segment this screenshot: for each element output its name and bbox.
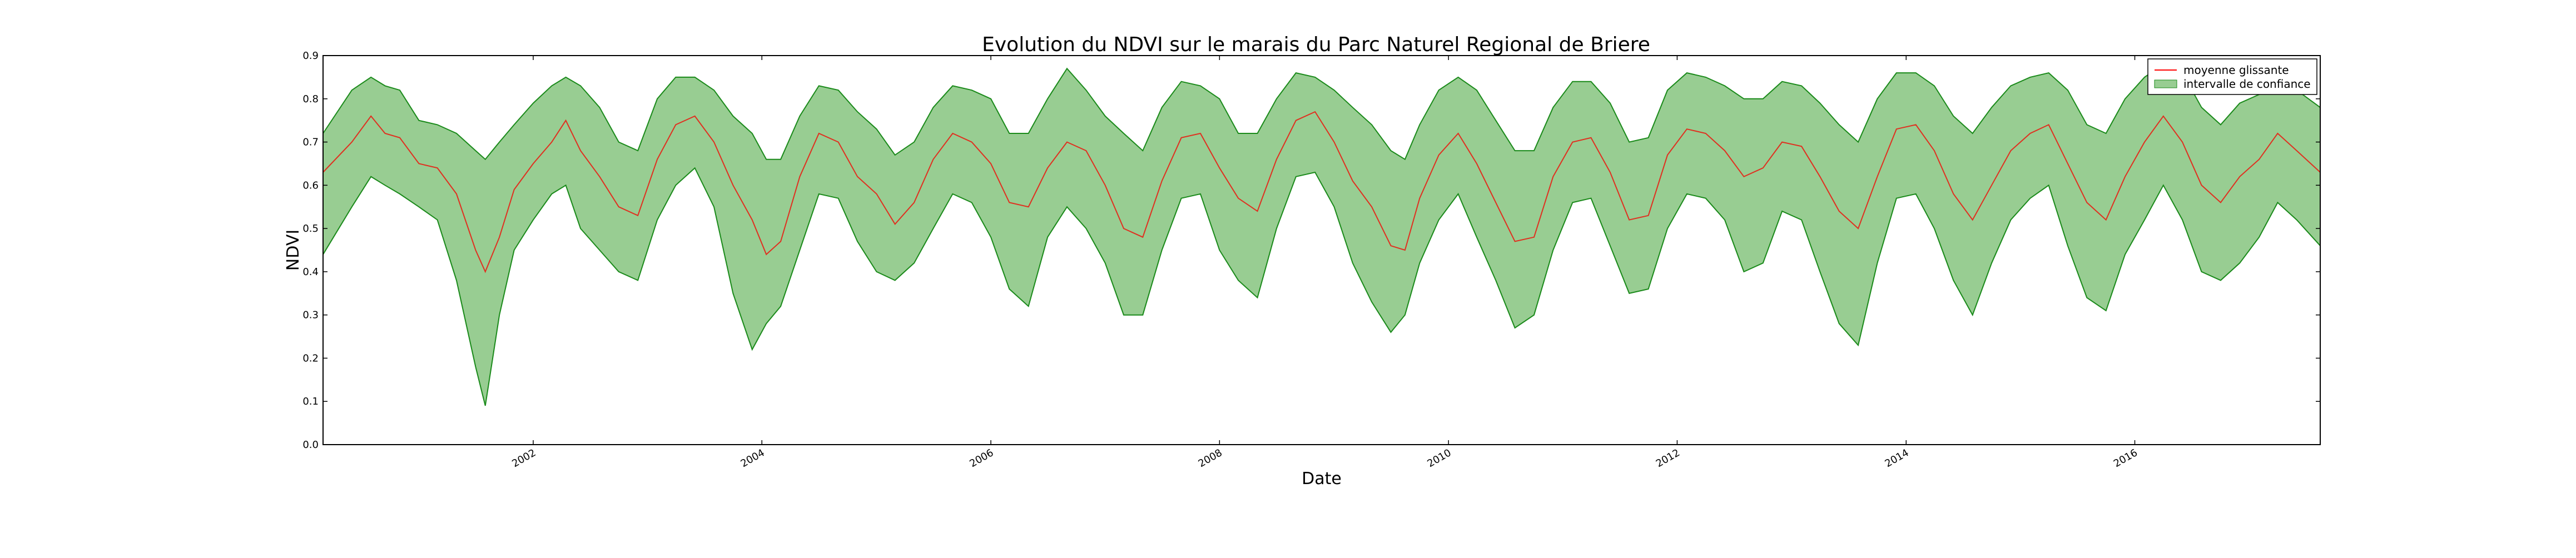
y-tick-label: 0.4	[302, 266, 319, 278]
x-tick-label: 2002	[510, 447, 538, 470]
x-tick-label: 2014	[1883, 447, 1911, 470]
x-tick-label: 2004	[739, 447, 767, 470]
confidence-band-area	[323, 64, 2320, 406]
y-tick-label: 0.0	[302, 439, 319, 451]
y-axis-label: NDVI	[284, 230, 303, 271]
legend: moyenne glissante intervalle de confianc…	[2147, 58, 2317, 95]
plot-frame	[322, 55, 2321, 445]
confidence-band-lower-edge	[322, 167, 2321, 406]
legend-label-band: intervalle de confiance	[2183, 77, 2311, 91]
confidence-band-upper-edge	[322, 63, 2321, 161]
legend-swatch-band	[2154, 79, 2177, 88]
y-tick-label: 0.2	[302, 352, 319, 364]
y-axis: 0.0 0.1 0.2 0.3 0.4 0.5 0.6 0.7 0.8 0.9	[302, 50, 2320, 451]
y-tick-label: 0.1	[302, 396, 319, 407]
y-tick-label: 0.7	[302, 137, 319, 148]
y-tick-label: 0.8	[302, 93, 319, 105]
y-tick-label: 0.3	[302, 310, 319, 321]
x-tick-label: 2008	[1197, 447, 1224, 470]
x-tick-label: 2016	[2112, 447, 2140, 470]
x-tick-label: 2006	[967, 447, 995, 470]
legend-label-mean: moyenne glissante	[2183, 63, 2289, 77]
moving-average-line	[322, 111, 2321, 273]
plot-area	[322, 63, 2321, 406]
chart-title: Evolution du NDVI sur le marais du Parc …	[982, 33, 1650, 56]
x-axis-label: Date	[1302, 469, 1342, 489]
y-tick-label: 0.6	[302, 180, 319, 191]
x-tick-label: 2010	[1426, 447, 1453, 470]
y-tick-label: 0.9	[302, 50, 319, 62]
y-tick-label: 0.5	[302, 223, 319, 235]
legend-box	[2147, 58, 2317, 95]
x-tick-label: 2012	[1654, 447, 1682, 470]
